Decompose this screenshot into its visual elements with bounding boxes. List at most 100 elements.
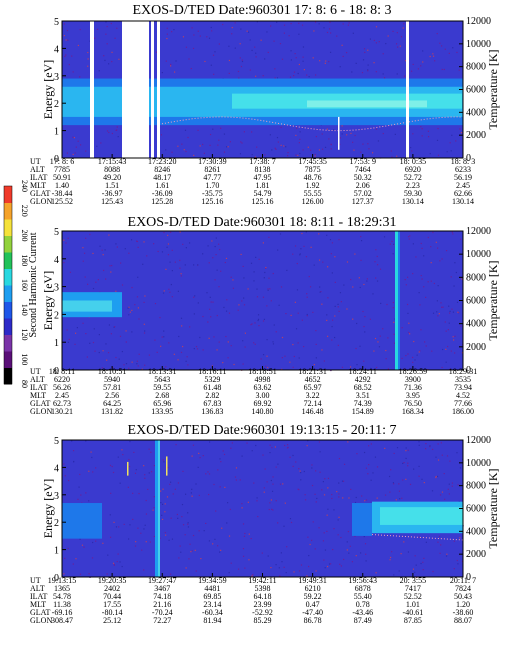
noise-speck: [148, 354, 151, 356]
noise-speck: [299, 138, 301, 141]
noise-speck: [173, 29, 175, 31]
table-cell: 72.14: [304, 399, 322, 408]
noise-speck: [153, 243, 155, 245]
noise-speck: [197, 30, 199, 32]
noise-speck: [418, 292, 420, 294]
noise-speck: [443, 473, 445, 475]
noise-speck: [121, 449, 123, 451]
noise-speck: [187, 526, 190, 528]
noise-speck: [211, 30, 213, 32]
noise-speck: [441, 366, 443, 369]
noise-speck: [77, 498, 79, 500]
noise-speck: [437, 154, 440, 156]
table-cell: 52.52: [404, 592, 422, 601]
noise-speck: [436, 139, 439, 141]
noise-speck: [97, 279, 99, 281]
noise-speck: [437, 459, 440, 461]
colorbar-tick-label: 220: [20, 205, 29, 217]
noise-speck: [138, 492, 140, 495]
panel-title: EXOS-D/TED Date:960301 19:13:15 - 20:11:…: [128, 423, 397, 438]
noise-speck: [460, 132, 463, 134]
noise-speck: [436, 300, 439, 302]
noise-speck: [170, 65, 172, 67]
colorbar-swatch: [4, 351, 12, 368]
y2-tick-label: 12000: [466, 16, 491, 27]
noise-speck: [269, 502, 271, 504]
noise-speck: [154, 302, 157, 305]
noise-speck: [437, 541, 439, 543]
noise-speck: [218, 139, 220, 141]
noise-speck: [334, 256, 336, 258]
data-gap: [90, 21, 94, 158]
noise-speck: [209, 296, 211, 298]
table-cell: 19:34:59: [198, 576, 226, 585]
noise-speck: [72, 450, 75, 452]
noise-speck: [170, 63, 172, 66]
noise-speck: [219, 486, 221, 488]
noise-speck: [165, 268, 167, 270]
noise-speck: [292, 465, 294, 467]
noise-speck: [136, 360, 138, 362]
noise-speck: [231, 442, 233, 444]
noise-speck: [194, 295, 196, 297]
noise-speck: [327, 508, 329, 510]
noise-speck: [199, 457, 201, 459]
noise-speck: [267, 51, 269, 54]
y-tick-label: 2: [54, 99, 59, 110]
noise-speck: [239, 153, 242, 155]
colorbar-swatch: [4, 219, 12, 236]
noise-speck: [168, 342, 170, 344]
noise-speck: [213, 483, 215, 486]
noise-speck: [162, 292, 165, 294]
noise-speck: [303, 245, 305, 247]
noise-speck: [191, 495, 193, 497]
noise-speck: [403, 23, 405, 25]
noise-speck: [281, 336, 284, 339]
table-cell: 19:42:11: [248, 576, 276, 585]
noise-speck: [184, 493, 187, 495]
noise-speck: [106, 130, 109, 132]
noise-speck: [173, 353, 175, 355]
noise-speck: [193, 296, 195, 298]
noise-speck: [253, 342, 255, 344]
noise-speck: [418, 444, 420, 446]
noise-speck: [237, 70, 240, 73]
noise-speck: [166, 246, 168, 248]
noise-speck: [214, 51, 216, 53]
noise-speck: [73, 460, 75, 463]
noise-speck: [330, 369, 332, 372]
table-cell: 50.32: [354, 173, 372, 182]
table-cell: 67.83: [203, 399, 221, 408]
noise-speck: [79, 76, 81, 78]
noise-speck: [441, 454, 443, 456]
noise-speck: [84, 276, 86, 278]
noise-speck: [401, 357, 403, 360]
noise-speck: [163, 231, 165, 234]
noise-speck: [241, 503, 243, 505]
noise-speck: [210, 301, 212, 303]
noise-speck: [326, 514, 328, 516]
table-row-label: ALT: [30, 165, 45, 174]
noise-speck: [403, 368, 405, 370]
noise-speck: [423, 481, 425, 484]
noise-speck: [315, 357, 317, 359]
noise-speck: [295, 461, 297, 463]
noise-speck: [129, 440, 131, 443]
noise-speck: [263, 318, 266, 320]
noise-speck: [148, 472, 150, 474]
noise-speck: [393, 483, 395, 485]
noise-speck: [319, 291, 321, 293]
energy-band-peak: [307, 100, 427, 108]
noise-speck: [203, 152, 205, 154]
noise-speck: [161, 251, 164, 253]
noise-speck: [167, 254, 170, 256]
noise-speck: [313, 30, 315, 32]
table-cell: 8088: [104, 165, 120, 174]
noise-speck: [452, 339, 455, 341]
table-cell: 18:21:31: [298, 367, 326, 376]
noise-speck: [459, 238, 462, 240]
noise-speck: [230, 447, 232, 449]
noise-speck: [186, 356, 188, 358]
noise-speck: [440, 544, 442, 546]
noise-speck: [223, 151, 226, 153]
